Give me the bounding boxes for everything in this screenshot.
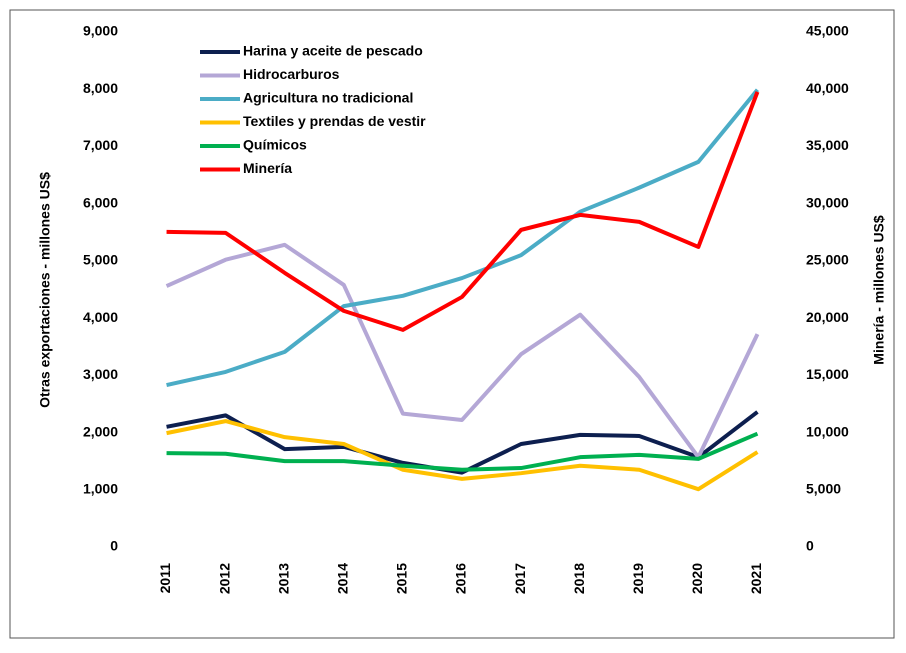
y-tick-label: 6,000	[83, 194, 118, 210]
series-line	[166, 91, 760, 332]
y-axis-label: Otras exportaciones - millones US$	[37, 172, 53, 408]
y2-tick-label: 10,000	[806, 423, 849, 439]
y-tick-label: 5,000	[83, 252, 118, 268]
legend-label: Agricultura no tradicional	[243, 90, 413, 106]
y-tick-label: 8,000	[83, 80, 118, 96]
x-tick-label: 2013	[275, 563, 291, 594]
y-tick-label: 9,000	[83, 23, 118, 39]
y2-tick-label: 30,000	[806, 194, 849, 210]
y2-tick-label: 20,000	[806, 309, 849, 325]
x-tick-label: 2011	[157, 563, 173, 594]
y2-tick-label: 0	[806, 538, 814, 554]
y2-tick-label: 5,000	[806, 480, 841, 496]
y-tick-label: 1,000	[83, 480, 118, 496]
y2-tick-label: 40,000	[806, 80, 849, 96]
legend-label: Textiles y prendas de vestir	[243, 113, 426, 129]
y2-axis-label: Minería - millones US$	[871, 215, 887, 365]
x-tick-label: 2015	[394, 563, 410, 594]
y2-tick-label: 25,000	[806, 252, 849, 268]
series-line	[166, 419, 759, 492]
x-tick-label: 2021	[748, 563, 764, 594]
chart-frame	[9, 9, 895, 639]
x-tick-label: 2019	[630, 563, 646, 594]
x-tick-label: 2020	[689, 563, 705, 594]
series-line	[166, 431, 759, 472]
y-tick-label: 2,000	[83, 423, 118, 439]
x-tick-label: 2014	[335, 563, 351, 594]
series-line	[165, 242, 760, 460]
x-tick-label: 2012	[216, 563, 232, 594]
y-tick-label: 3,000	[83, 366, 118, 382]
series-line	[166, 410, 759, 475]
legend-label: Minería	[243, 160, 292, 176]
y-tick-label: 4,000	[83, 309, 118, 325]
y2-tick-label: 45,000	[806, 23, 849, 39]
x-tick-label: 2016	[453, 563, 469, 594]
series-line	[166, 88, 760, 388]
x-tick-label: 2017	[512, 563, 528, 594]
legend-label: Químicos	[243, 137, 307, 153]
legend-label: Hidrocarburos	[243, 66, 340, 82]
legend-label: Harina y aceite de pescado	[243, 43, 423, 59]
y2-tick-label: 35,000	[806, 137, 849, 153]
y-tick-label: 0	[110, 538, 118, 554]
y2-tick-label: 15,000	[806, 366, 849, 382]
y-tick-label: 7,000	[83, 137, 118, 153]
x-tick-label: 2018	[571, 563, 587, 594]
